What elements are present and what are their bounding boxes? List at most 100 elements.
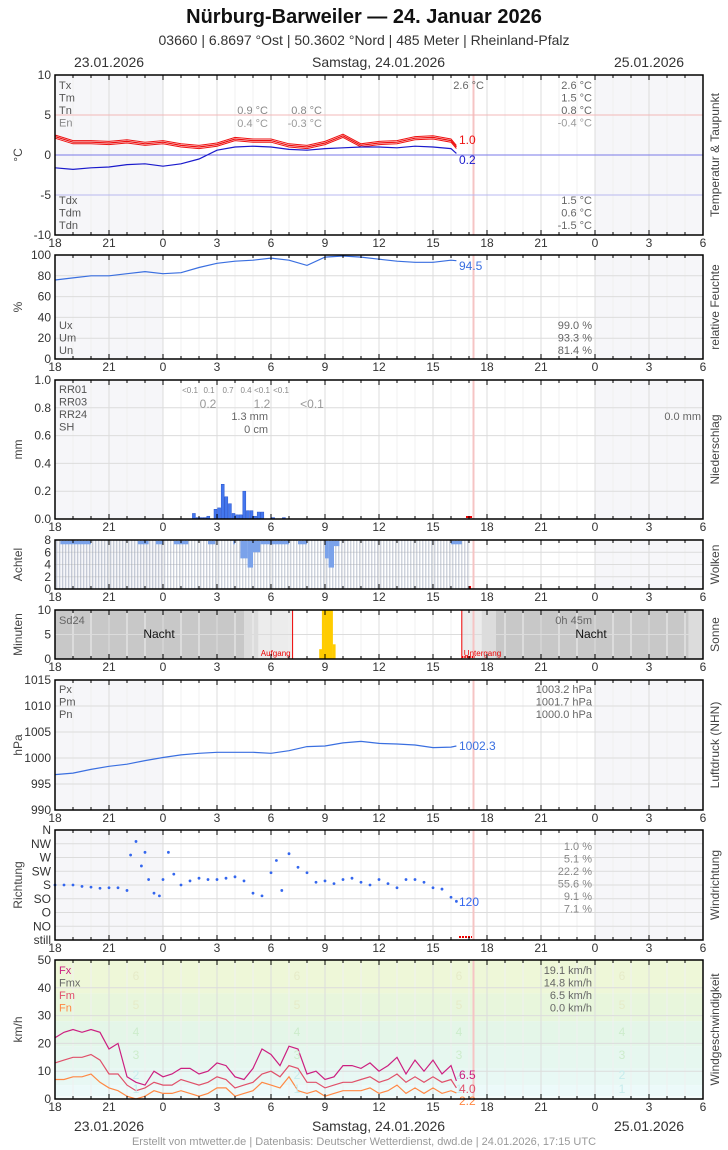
label: 0 cm (244, 424, 268, 436)
last-humidity: 94.5 (459, 259, 483, 273)
beaufort-label: 1 (619, 1082, 626, 1096)
x-tick-label: 15 (426, 360, 440, 374)
label: 0.9 °C (237, 105, 268, 117)
x-tick-label: 0 (160, 590, 167, 604)
beaufort-label: 1 (456, 1082, 463, 1096)
x-tick-label: 18 (480, 1100, 494, 1114)
x-tick-label: 18 (480, 520, 494, 534)
last-fx: 6.5 (459, 1068, 476, 1082)
x-tick-label: 6 (268, 941, 275, 955)
label: 2.6 °C (561, 80, 592, 92)
beaufort-label: 4 (294, 1025, 301, 1039)
x-tick-label: 15 (426, 1100, 440, 1114)
side-label: relative Feuchte (708, 264, 722, 350)
label: 93.3 % (558, 333, 592, 345)
label: Fx (59, 965, 72, 977)
beaufort-label: 5 (619, 998, 626, 1012)
y-tick-label: NW (31, 837, 52, 851)
label: 0.8 °C (291, 105, 322, 117)
y-tick-label: 1005 (24, 725, 51, 739)
x-tick-label: 21 (102, 360, 116, 374)
y-tick-label: 20 (38, 331, 52, 345)
side-label: Niederschlag (708, 414, 722, 484)
y-tick-label: 1010 (24, 699, 51, 713)
label: 14.8 km/h (544, 978, 592, 990)
x-tick-label: 21 (102, 811, 116, 825)
y-tick-label: 80 (38, 269, 52, 283)
label: 1.3 mm (231, 411, 268, 423)
x-tick-label: 18 (480, 590, 494, 604)
x-tick-label: 18 (480, 660, 494, 674)
label: 0.0 km/h (550, 1003, 592, 1015)
x-tick-label: 9 (322, 1100, 329, 1114)
beaufort-label: 6 (133, 969, 140, 983)
y-axis-label: mm (11, 440, 25, 460)
y-tick-label: 1015 (24, 673, 51, 687)
x-tick-label: 3 (646, 1100, 653, 1114)
label: 0h 45m (555, 615, 592, 627)
station-info: 03660 | 6.8697 °Ost | 50.3602 °Nord | 48… (158, 32, 570, 48)
label: 1.2 (254, 397, 271, 411)
label: Pm (59, 697, 76, 709)
x-tick-label: 9 (322, 590, 329, 604)
x-tick-label: 12 (372, 941, 386, 955)
date-left-bottom: 23.01.2026 (74, 1118, 145, 1134)
x-tick-label: 21 (102, 660, 116, 674)
label: 2.6 °C (453, 80, 484, 92)
x-tick-label: 0 (160, 811, 167, 825)
x-tick-label: 18 (480, 811, 494, 825)
x-tick-label: 3 (214, 520, 221, 534)
y-tick-label: 990 (31, 803, 51, 817)
x-tick-label: 21 (102, 520, 116, 534)
label: Sd24 (59, 615, 85, 627)
beaufort-label: 3 (619, 1048, 626, 1062)
x-tick-label: 6 (268, 590, 275, 604)
label: 0.0 mm (664, 411, 701, 423)
beaufort-label: 3 (294, 1048, 301, 1062)
label: -0.4 °C (558, 118, 592, 130)
x-tick-label: 21 (534, 520, 548, 534)
label: SH (59, 422, 74, 434)
x-tick-label: 21 (534, 360, 548, 374)
legend-Tx: Tx (59, 80, 72, 92)
y-tick-label: 8 (44, 533, 51, 547)
y-tick-label: N (42, 823, 51, 837)
label: Untergang (464, 649, 501, 658)
label: Aufgang (261, 649, 291, 658)
x-tick-label: 18 (48, 590, 62, 604)
date-center: Samstag, 24.01.2026 (312, 54, 446, 70)
x-tick-label: 3 (646, 811, 653, 825)
x-tick-label: 6 (700, 236, 707, 250)
date-center-bottom: Samstag, 24.01.2026 (312, 1118, 446, 1134)
beaufort-label: 2 (133, 1068, 140, 1082)
x-tick-label: 3 (214, 811, 221, 825)
beaufort-label: 4 (456, 1025, 463, 1039)
x-tick-label: 3 (646, 941, 653, 955)
x-tick-label: 0 (592, 590, 599, 604)
label: Fmx (59, 978, 81, 990)
y-tick-label: NO (33, 919, 51, 933)
x-tick-label: 9 (322, 660, 329, 674)
x-tick-label: 9 (322, 811, 329, 825)
label: 0.6 °C (561, 208, 592, 220)
x-tick-label: 21 (534, 236, 548, 250)
y-tick-label: 0 (44, 652, 51, 666)
x-tick-label: 12 (372, 590, 386, 604)
x-tick-label: 9 (322, 520, 329, 534)
x-tick-label: 0 (160, 1100, 167, 1114)
legend-Tdm: Tdm (59, 208, 81, 220)
label: 0.1 (203, 386, 215, 395)
x-tick-label: 3 (214, 941, 221, 955)
y-axis-label: Minuten (11, 613, 25, 656)
x-tick-label: 6 (268, 236, 275, 250)
y-tick-label: 4 (44, 558, 51, 572)
x-tick-label: 6 (700, 1100, 707, 1114)
x-tick-label: 3 (646, 660, 653, 674)
label: Un (59, 345, 73, 357)
date-right-bottom: 25.01.2026 (614, 1118, 685, 1134)
y-tick-label: -10 (34, 228, 52, 242)
y-tick-label: 40 (38, 981, 52, 995)
